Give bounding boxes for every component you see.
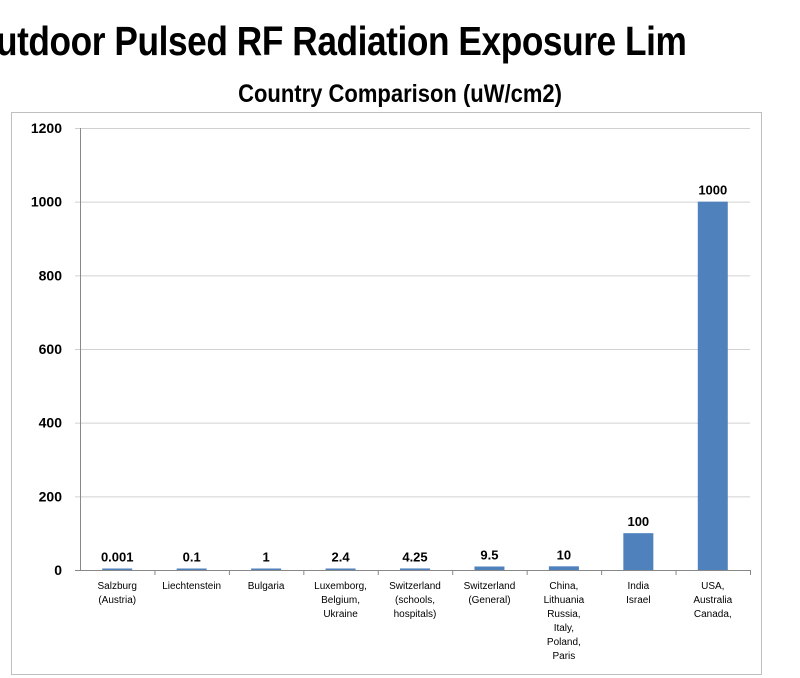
data-label: 1 <box>262 550 269 565</box>
bar <box>102 568 133 570</box>
y-tick-label: 400 <box>39 415 63 431</box>
bar <box>623 533 654 570</box>
x-category-label: China, Lithuania Russia, Italy, Poland, Paris <box>544 581 585 662</box>
y-tick-label: 600 <box>39 341 63 357</box>
data-label: 2.4 <box>332 550 351 565</box>
x-category-label: Switzerland (schools, hospitals) <box>389 581 441 620</box>
x-category-label: Salzburg (Austria) <box>97 581 136 606</box>
x-category-label: India Israel <box>626 581 650 606</box>
data-label: 100 <box>627 514 649 529</box>
bar <box>251 568 282 570</box>
data-label: 9.5 <box>480 548 498 563</box>
bar <box>548 566 579 570</box>
data-label: 1000 <box>698 183 727 198</box>
y-tick-label: 1200 <box>31 120 62 136</box>
x-category-label: USA, Australia Canada, <box>693 581 732 620</box>
x-category-label: Liechtenstein <box>162 581 221 592</box>
chart-frame <box>11 112 762 675</box>
data-label: 4.25 <box>402 549 427 564</box>
y-tick-label: 800 <box>39 267 63 283</box>
x-category-label: Luxemborg, Belgium, Ukraine <box>314 581 367 620</box>
x-category-label: Switzerland (General) <box>464 581 516 606</box>
chart-title: utdoor Pulsed RF Radiation Exposure Lim <box>0 18 687 64</box>
bar <box>697 201 728 570</box>
y-tick-label: 0 <box>54 562 62 578</box>
data-label: 10 <box>557 547 571 562</box>
y-tick-label: 200 <box>39 488 63 504</box>
chart-subtitle: Country Comparison (uW/cm2) <box>238 80 562 108</box>
bar <box>474 566 505 570</box>
data-label: 0.001 <box>101 550 134 565</box>
y-tick-label: 1000 <box>31 194 62 210</box>
data-label: 0.1 <box>183 550 201 565</box>
bar <box>176 568 207 570</box>
bar <box>400 568 430 570</box>
x-category-label: Bulgaria <box>248 581 285 592</box>
bar <box>325 568 356 570</box>
